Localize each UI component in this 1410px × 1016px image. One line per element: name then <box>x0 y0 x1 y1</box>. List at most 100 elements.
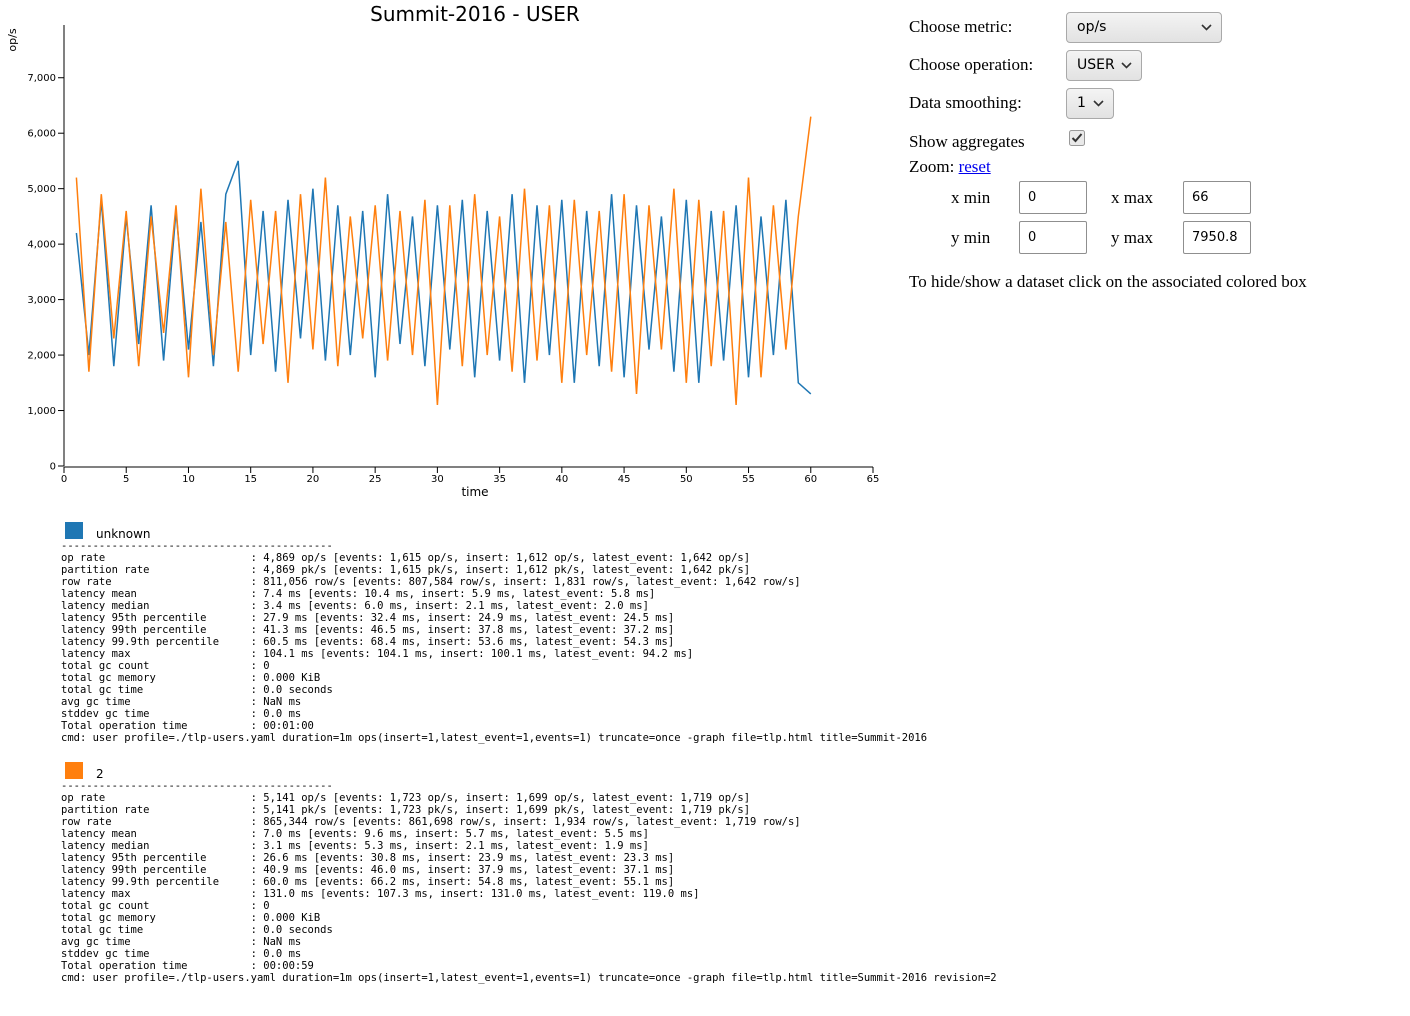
stats-block: ----------------------------------------… <box>61 780 997 984</box>
y-tick-label: 3,000 <box>27 295 56 306</box>
stats-name: total gc time <box>61 684 144 696</box>
stats-value: : 41.3 ms [events: 46.5 ms, insert: 37.8… <box>250 624 675 636</box>
metric-select[interactable]: op/s <box>1066 12 1222 43</box>
xmin-input[interactable] <box>1019 181 1087 214</box>
aggregates-label: Show aggregates <box>909 132 1025 151</box>
stats-name: latency 99.9th percentile <box>61 636 220 648</box>
x-tick-label: 30 <box>431 474 444 485</box>
x-tick-label: 25 <box>369 474 382 485</box>
cmd-line: cmd: user profile=./tlp-users.yaml durat… <box>61 732 928 744</box>
x-tick-label: 65 <box>867 474 880 485</box>
stats-row: latency 99.9th percentile: 60.5 ms [even… <box>61 636 927 648</box>
stats-name: latency mean <box>61 588 137 600</box>
zoom-reset[interactable]: reset <box>958 157 991 176</box>
chart-title: Summit-2016 - USER <box>370 2 580 26</box>
stats-row: partition rate : 4,869 pk/s [events: 1,61… <box>61 564 927 576</box>
xmax-input[interactable] <box>1183 181 1251 214</box>
stats-value: : 0.0 seconds <box>250 684 333 696</box>
smoothing-value: 1 <box>1077 95 1086 111</box>
separator: ----------------------------------------… <box>61 540 333 552</box>
ymin-input[interactable] <box>1019 221 1087 254</box>
stats-row: total gc memory : 0.000 KiB <box>61 912 997 924</box>
chevron <box>1121 62 1132 69</box>
stats-name: latency max <box>61 648 131 660</box>
operation-value: USER <box>1077 57 1115 73</box>
stats-row: latency mean: 7.4 ms [events: 10.4 ms, i… <box>61 588 927 600</box>
stats-value: : 104.1 ms [events: 104.1 ms, insert: 10… <box>250 648 694 660</box>
x-tick-label: 45 <box>618 474 631 485</box>
stats-row: avg gc time: NaN ms <box>61 936 997 948</box>
stats-value: : 27.9 ms [events: 32.4 ms, insert: 24.9… <box>250 612 675 624</box>
operation-select[interactable]: USER <box>1066 50 1142 81</box>
stats-name: latency max <box>61 888 131 900</box>
y-tick-label: 5,000 <box>27 184 56 195</box>
chart: Summit-2016 - USER op/s time 0 1,000 2,000… <box>6 2 880 499</box>
stats-value: : 00:01:00 <box>250 720 314 732</box>
stats-name: latency 99th percentile <box>61 864 207 876</box>
stats-value: : 4,869 pk/s [events: 1,615 pk/s, insert… <box>250 564 751 576</box>
stats-value: : 0.000 KiB <box>250 912 321 924</box>
stats-row: avg gc time : NaN ms <box>61 696 927 708</box>
smoothing-label: Data smoothing: <box>909 93 1022 112</box>
ymin-label: y min <box>951 228 991 247</box>
legend-box[interactable] <box>65 762 83 779</box>
stats-value: : 865,344 row/s [events: 861,698 row/s, … <box>250 816 801 828</box>
stats-name: latency 95th percentile <box>61 852 207 864</box>
stats-name: latency 99th percentile <box>61 624 207 636</box>
y-tick-label: 1,000 <box>27 406 56 417</box>
y-tick-label: 7,000 <box>27 73 56 84</box>
stats-row: total gc count : 0 <box>61 900 997 912</box>
xmax-label: x max <box>1111 188 1154 207</box>
chevron <box>1201 24 1212 31</box>
stats-value: : 5,141 op/s [events: 1,723 op/s, insert… <box>250 792 751 804</box>
stats-value: : 26.6 ms [events: 30.8 ms, insert: 23.9… <box>250 852 675 864</box>
hint: To hide/show a dataset click on the asso… <box>909 272 1307 291</box>
stats-name: total gc memory <box>61 672 156 684</box>
stats-name: stddev gc time <box>61 708 150 720</box>
aggregates-checkbox[interactable] <box>1069 130 1085 146</box>
stats-name: avg gc time <box>61 936 131 948</box>
stats-name: avg gc time <box>61 696 131 708</box>
separator: ----------------------------------------… <box>61 780 333 792</box>
y-tick-label: 6,000 <box>27 129 56 140</box>
stats-value: : NaN ms <box>250 696 302 708</box>
y-tick-label: 2,000 <box>27 351 56 362</box>
y-tick-label: 0 <box>50 462 56 473</box>
stats-name: latency median <box>61 840 150 852</box>
stats-name: total gc memory <box>61 912 156 924</box>
stats-name: latency median <box>61 600 150 612</box>
stats-value: : 40.9 ms [events: 46.0 ms, insert: 37.9… <box>250 864 675 876</box>
stats-value: : 3.4 ms [events: 6.0 ms, insert: 2.1 ms… <box>250 600 649 612</box>
stats-value: : 5,141 pk/s [events: 1,723 pk/s, insert… <box>250 804 751 816</box>
legend-box[interactable] <box>65 522 83 539</box>
stats-row: latency median : 3.1 ms [events: 5.3 ms, … <box>61 840 997 852</box>
stats-name: latency 95th percentile <box>61 612 207 624</box>
stats-value: : 4,869 op/s [events: 1,615 op/s, insert… <box>250 552 751 564</box>
stats-row: latency max : 104.1 ms [events: 104.1 ms,… <box>61 648 927 660</box>
stats-row: Total operation time: 00:00:59 <box>61 960 997 972</box>
metric-label: Choose metric: <box>909 17 1013 36</box>
stats-row: total gc memory : 0.000 KiB <box>61 672 927 684</box>
stats-value: : 60.0 ms [events: 66.2 ms, insert: 54.8… <box>250 876 675 888</box>
stats-name: latency mean <box>61 828 137 840</box>
stats-name: partition rate <box>61 564 150 576</box>
stats-row: latency median : 3.4 ms [events: 6.0 ms, … <box>61 600 927 612</box>
stats-row: row rate: 811,056 row/s [events: 807,584… <box>61 576 927 588</box>
stats-name: total gc time <box>61 924 144 936</box>
y-axis-label: op/s <box>6 28 19 51</box>
stats-value: : 3.1 ms [events: 5.3 ms, insert: 2.1 ms… <box>250 840 649 852</box>
smoothing-select[interactable]: 1 <box>1066 88 1114 119</box>
ymax-input[interactable] <box>1183 221 1251 254</box>
stats-name: total gc count <box>61 900 150 912</box>
x-tick-label: 40 <box>555 474 568 485</box>
x-tick-label: 60 <box>804 474 817 485</box>
stats-value: : 7.0 ms [events: 9.6 ms, insert: 5.7 ms… <box>250 828 649 840</box>
stats-name: op rate <box>61 792 106 804</box>
stats-row: total gc count: 0 <box>61 660 927 672</box>
x-tick-label: 5 <box>123 474 129 485</box>
stats-value: : 00:00:59 <box>250 960 314 972</box>
ymax-label: y max <box>1111 228 1154 247</box>
x-tick-label: 10 <box>182 474 195 485</box>
stats-value: : 0.000 KiB <box>250 672 321 684</box>
stats-value: : 0 <box>250 900 270 912</box>
